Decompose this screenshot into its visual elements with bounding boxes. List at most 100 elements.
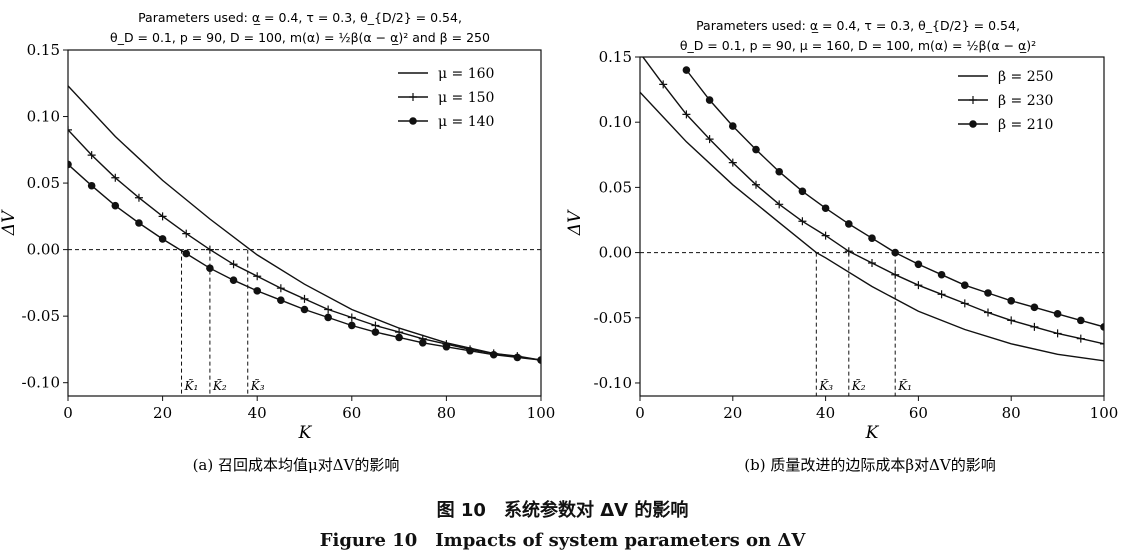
panel-b-series-2-point (984, 308, 992, 317)
panel-b-series-2-point (844, 247, 853, 256)
panel-a-series-2-point (324, 305, 333, 314)
panel-a-series-3-point (466, 346, 474, 355)
panel-b-series-2-point (659, 80, 668, 89)
panel-b-series-3-point (682, 66, 691, 74)
panel-a-series-2-line (68, 129, 541, 361)
panel-a-curves (68, 85, 541, 365)
panel-a-series-2-point (276, 284, 285, 293)
panel-b-y-tick-label: -0.10 (594, 374, 632, 392)
panel-a-series-3-point (253, 287, 261, 295)
panel-a-legend-label-3: μ = 140 (438, 114, 494, 130)
figure-caption-chinese: 图 10 系统参数对 ΔV 的影响 (436, 500, 689, 521)
panel-a-series-3-point (348, 321, 356, 330)
panel-a-series-3-point (300, 305, 309, 314)
panel-b-series-3-point (752, 145, 760, 154)
panel-b-series-2-point (821, 231, 830, 240)
panel-b: Parameters used: α̲ = 0.4, τ = 0.3, θ_{D… (565, 18, 1118, 474)
panel-b-series-2-point (1030, 322, 1039, 331)
panel-a-series-3-point (87, 181, 96, 190)
panel-b-y-tick-label: 0.00 (599, 244, 632, 262)
panel-a-threshold-label: K̃₁ (184, 378, 199, 393)
panel-b-x-tick-label: 60 (909, 404, 928, 422)
panel-a-x-axis-label: K (298, 423, 313, 443)
panel-a-x-tick-label: 20 (153, 404, 172, 422)
panel-a-series-3-point (489, 350, 498, 359)
panel-b-series-2-point (1053, 329, 1062, 338)
panel-a-series-2-point (253, 272, 262, 281)
panel-b-caption: (b) 质量改进的边际成本β对ΔV的影响 (744, 456, 995, 474)
panel-a-series-2-point (347, 313, 356, 322)
panel-b-series-3-point (845, 220, 853, 228)
panel-a-params-line2: θ_D = 0.1, p = 90, D = 100, m(α) = ½β(α … (110, 30, 490, 45)
panel-b-series-3-point (1077, 316, 1085, 325)
panel-a-x-tick-label: 60 (342, 404, 361, 422)
panel-a-plot-area: 0 20 40 60 80 100 0.15 0.10 0.05 0.00 -0.05 -0.10 K̃… (22, 41, 556, 422)
panel-a-series-3-point (206, 264, 214, 273)
panel-a-threshold-label: K̃₂ (212, 378, 227, 393)
panel-a-series-3-point (537, 356, 541, 364)
panel-b-params-line2: θ_D = 0.1, p = 90, μ = 160, D = 100, m(α… (680, 38, 1036, 53)
panel-b-threshold-label: K̃₁ (897, 378, 912, 393)
panel-a-series-3-point (395, 333, 403, 342)
panel-b-x-tick-label: 20 (723, 404, 742, 422)
panel-b-x-axis-label: K (865, 423, 880, 443)
panel-a-x-tick-label: 40 (248, 404, 267, 422)
panel-a-series-3-point (229, 276, 238, 285)
panel-a-series-3-point (158, 235, 167, 243)
panel-b-y-tick-label: 0.10 (599, 113, 632, 131)
panel-b-series-3-point (1053, 310, 1062, 318)
panel-a-series-3-point (513, 353, 522, 362)
panel-a-series-3-point (442, 342, 451, 351)
panel-a-series-2-point (68, 125, 72, 134)
panel-a-series-2-point (229, 260, 238, 269)
panel-b-axes-frame (639, 56, 1105, 397)
panel-a-series-2-point (205, 245, 214, 254)
panel-b-series-3-point (984, 289, 992, 297)
panel-a-params-line1: Parameters used: α̲ = 0.4, τ = 0.3, θ_{D… (138, 10, 462, 25)
panel-a-legend-marker-2 (409, 93, 417, 101)
panel-b-series-3-point (821, 204, 830, 213)
panel-a-legend-label-1: μ = 160 (438, 66, 494, 82)
figure-caption-english: Figure 10 Impacts of system parameters o… (319, 530, 806, 551)
panel-b-series-2-point (1100, 339, 1104, 348)
panel-a-series-1-line (68, 85, 541, 361)
panel-a-y-tick-label: -0.10 (22, 374, 60, 392)
panel-a-series-3-point (68, 160, 72, 169)
panel-a-series-3-point (418, 338, 427, 347)
panel-b-x-tick-label: 40 (816, 404, 835, 422)
panel-b-legend-label-2: β = 230 (998, 93, 1053, 109)
panel-a-y-tick-label: 0.05 (27, 174, 60, 192)
panel-b-y-axis-label: ΔV (565, 209, 585, 236)
panel-b-legend-marker-2 (969, 96, 977, 104)
panel-a-y-axis-label: ΔV (0, 209, 19, 236)
panel-a-legend-label-2: μ = 150 (438, 90, 494, 106)
panel-a-series-3-point (371, 328, 380, 336)
panel-b-x-tick-label: 0 (635, 404, 645, 422)
panel-a-series-3-point (135, 219, 143, 227)
panel-b-series-2-point (914, 281, 923, 290)
panel-b-series-3-point (961, 281, 969, 289)
panel-a-y-tick-label: 0.10 (27, 108, 60, 126)
panel-b-series-3-point (729, 122, 737, 130)
panel-b-params-line1: Parameters used: α̲ = 0.4, τ = 0.3, θ_{D… (696, 18, 1020, 33)
panel-a-series-2-point (300, 294, 309, 303)
panel-b-series-2-point (937, 290, 946, 299)
panel-b-threshold-label: K̃₃ (818, 378, 833, 393)
panel-b-x-tick-label: 100 (1090, 404, 1119, 422)
panel-b-series-3-point (891, 248, 899, 257)
panel-b-threshold-label: K̃₂ (851, 378, 866, 393)
panel-a-threshold-label: K̃₃ (250, 378, 265, 393)
panel-a-legend-marker-3 (409, 117, 417, 125)
panel-b-series-3-point (868, 234, 876, 243)
panel-a-caption: (a) 召回成本均值μ对ΔV的影响 (193, 456, 400, 474)
panel-a-x-tick-label: 100 (527, 404, 556, 422)
panel-b-plot-area: 0 20 40 60 80 100 0.15 0.10 0.05 0.00 -0.05 -0.10 K̃… (594, 48, 1119, 422)
panel-b-series-2-point (640, 57, 641, 58)
panel-b-series-3-point (914, 260, 923, 269)
panel-a-series-2-point (371, 321, 380, 330)
panel-b-series-2-point (728, 158, 737, 167)
panel-b-series-2-point (752, 180, 760, 189)
panel-b-y-tick-label: 0.15 (599, 48, 632, 66)
panel-b-x-tick-label: 80 (1002, 404, 1021, 422)
panel-b-series-3-point (775, 167, 783, 176)
